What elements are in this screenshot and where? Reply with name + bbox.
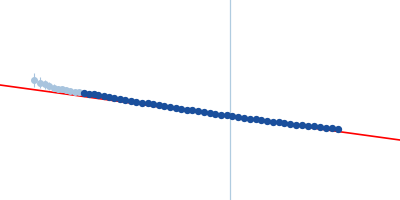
Point — [201, 110, 207, 114]
Point — [293, 123, 299, 126]
Point — [178, 107, 184, 110]
Point — [235, 115, 242, 118]
Point — [195, 110, 201, 113]
Point — [116, 97, 123, 100]
Point — [144, 102, 151, 105]
Point — [252, 118, 259, 121]
Point — [329, 127, 335, 130]
Point — [100, 94, 107, 97]
Point — [258, 118, 264, 122]
Point — [86, 92, 92, 95]
Point — [287, 122, 294, 125]
Point — [95, 94, 102, 97]
Point — [133, 100, 140, 103]
Point — [172, 106, 179, 109]
Point — [311, 125, 317, 128]
Point — [247, 117, 253, 120]
Point — [156, 104, 162, 107]
Point — [229, 115, 236, 118]
Point — [224, 114, 230, 117]
Point — [122, 98, 128, 101]
Point — [189, 109, 196, 112]
Point — [241, 116, 247, 119]
Point — [106, 95, 112, 98]
Point — [206, 111, 213, 114]
Point — [212, 112, 218, 115]
Point — [150, 103, 156, 106]
Point — [167, 105, 173, 108]
Point — [281, 121, 288, 125]
Point — [276, 121, 282, 124]
Point — [128, 99, 134, 102]
Point — [317, 125, 323, 128]
Point — [111, 96, 117, 99]
Point — [139, 101, 145, 104]
Point — [90, 93, 97, 96]
Point — [335, 127, 341, 130]
Point — [323, 126, 329, 129]
Point — [305, 124, 311, 127]
Point — [218, 113, 224, 116]
Point — [299, 124, 305, 127]
Point — [270, 120, 276, 123]
Point — [161, 104, 168, 108]
Point — [81, 91, 87, 94]
Point — [184, 108, 190, 111]
Point — [264, 119, 270, 122]
